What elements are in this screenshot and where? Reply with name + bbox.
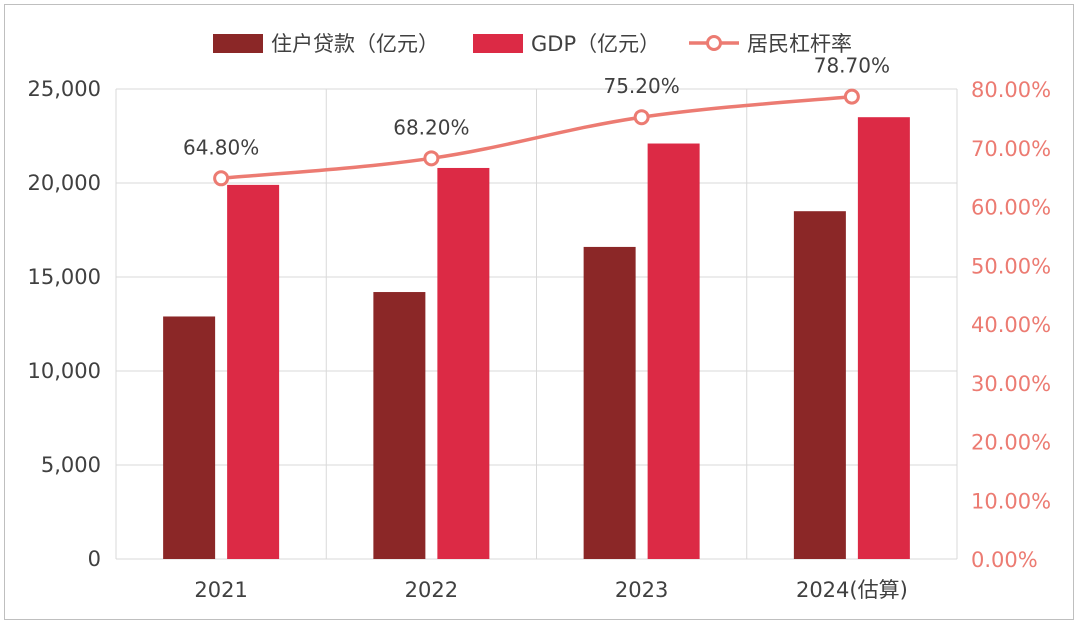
bar-gdp	[227, 184, 280, 559]
right-axis-tick-label: 0.00%	[971, 548, 1038, 572]
x-axis-tick-label: 2022	[405, 578, 458, 602]
right-axis-tick-label: 80.00%	[971, 78, 1051, 102]
bars	[163, 117, 910, 560]
bar-gdp	[647, 143, 700, 559]
legend-swatch-gdp	[473, 34, 523, 53]
legend-label-leverage: 居民杠杆率	[747, 32, 852, 56]
leverage-data-label: 78.70%	[814, 54, 890, 78]
right-axis-tick-label: 10.00%	[971, 489, 1051, 513]
leverage-data-label: 75.20%	[603, 74, 679, 98]
left-axis-tick-label: 0	[88, 547, 101, 571]
chart-canvas: 64.80% 68.20% 75.20% 78.70% 0 5,000 10,000 15,…	[28, 32, 1052, 602]
right-axis-tick-label: 50.00%	[971, 254, 1051, 278]
left-axis-tick-label: 25,000	[28, 77, 101, 101]
legend-label-gdp: GDP（亿元）	[531, 32, 660, 56]
left-axis-tick-label: 15,000	[28, 265, 101, 289]
right-axis-tick-label: 40.00%	[971, 313, 1051, 337]
bar-household-loan	[163, 316, 216, 559]
leverage-data-label: 68.20%	[393, 115, 469, 139]
right-axis-tick-label: 20.00%	[971, 431, 1051, 455]
right-axis: 0.00% 10.00% 20.00% 30.00% 40.00% 50.00% 60.00…	[971, 78, 1051, 572]
bar-gdp	[857, 117, 910, 559]
left-axis-tick-label: 20,000	[28, 171, 101, 195]
left-axis-tick-label: 10,000	[28, 359, 101, 383]
bar-gdp	[437, 167, 490, 559]
x-axis-tick-label: 2021	[194, 578, 247, 602]
leverage-line-path	[220, 94, 853, 181]
bar-household-loan	[583, 246, 636, 560]
left-axis-tick-label: 5,000	[41, 453, 101, 477]
bar-household-loan	[373, 292, 426, 559]
x-axis: 2021 2022 2023 2024(估算)	[194, 578, 907, 602]
x-axis-tick-label: 2024(估算)	[796, 578, 908, 602]
right-axis-tick-label: 30.00%	[971, 372, 1051, 396]
leverage-point	[213, 170, 230, 187]
legend-marker-swatch	[706, 35, 722, 51]
right-axis-tick-label: 60.00%	[971, 196, 1051, 220]
leverage-point	[843, 88, 860, 105]
legend-label-loan: 住户贷款（亿元）	[271, 32, 439, 56]
left-axis: 0 5,000 10,000 15,000 20,000 25,000	[28, 77, 101, 571]
x-axis-tick-label: 2023	[615, 578, 668, 602]
leverage-line: 64.80% 68.20% 75.20% 78.70%	[183, 54, 890, 187]
chart-frame: 64.80% 68.20% 75.20% 78.70% 0 5,000 10,000 15,…	[4, 4, 1074, 620]
bar-household-loan	[793, 211, 846, 559]
leverage-point	[423, 150, 440, 167]
right-axis-tick-label: 70.00%	[971, 137, 1051, 161]
legend-swatch-loan	[213, 34, 263, 53]
leverage-data-label: 64.80%	[183, 135, 259, 159]
legend: 住户贷款（亿元） GDP（亿元） 居民杠杆率	[213, 32, 852, 56]
leverage-point	[633, 109, 650, 126]
